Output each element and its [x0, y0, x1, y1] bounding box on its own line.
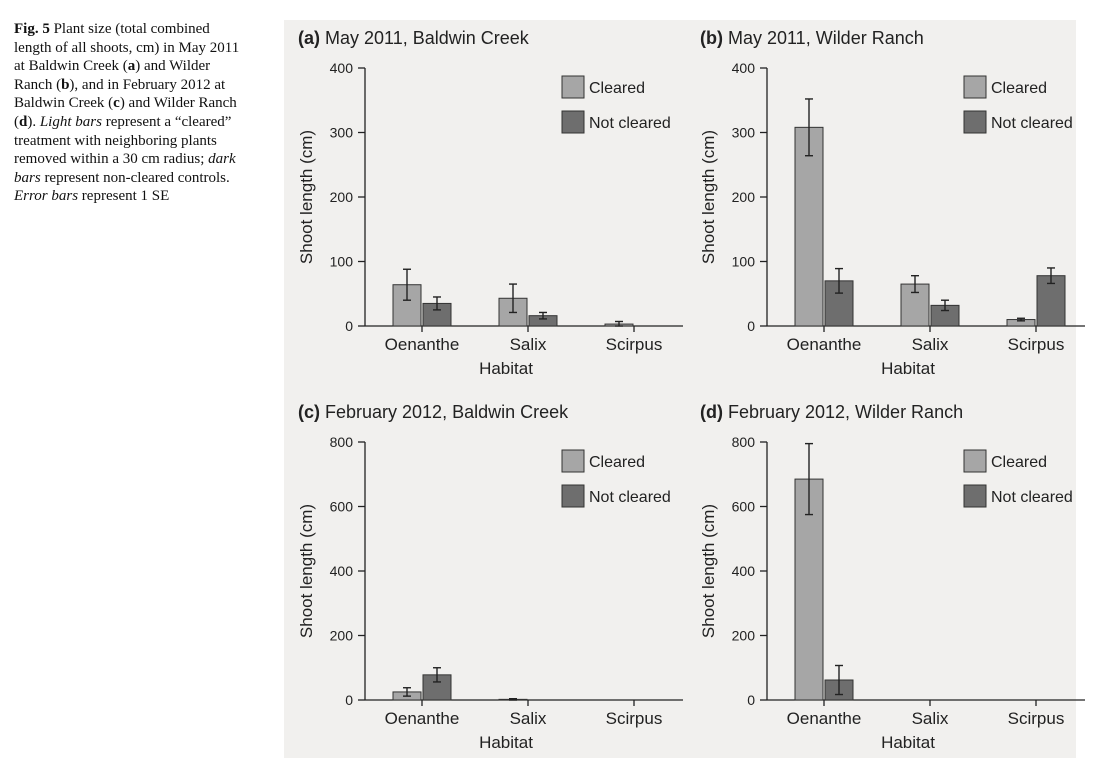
figure-background [284, 20, 1076, 758]
caption-dark-bars: dark bars [14, 151, 236, 186]
caption-fig-label: Fig. 5 [14, 21, 50, 37]
caption-text: represent 1 SE [78, 188, 170, 205]
chart-panel-b: (b) May 2011, Wilder Ranch 0 100 200 300 400 S… [692, 22, 1085, 382]
y-tick-label-d: 600 [732, 499, 756, 515]
y-tick-label-c: 0 [345, 692, 353, 708]
y-tick-label-c: 800 [330, 434, 354, 450]
legend-label-cleared-b: Cleared [991, 80, 1047, 97]
legend-label-not-cleared-b: Not cleared [991, 115, 1073, 132]
x-tick-label-c: Salix [510, 709, 547, 728]
x-tick-label-a: Oenanthe [385, 335, 460, 354]
x-tick-label-c: Scirpus [606, 709, 663, 728]
y-axis-label-c: Shoot length (cm) [297, 504, 316, 638]
x-axis-label-d: Habitat [881, 733, 935, 752]
legend-swatch-cleared-d [963, 449, 987, 473]
x-axis-label-c: Habitat [479, 733, 533, 752]
y-tick-label-c: 400 [330, 563, 354, 579]
caption-text: Plant size (total combined length of all… [14, 21, 240, 75]
y-tick-label-b: 100 [732, 254, 756, 270]
legend-label-cleared-c: Cleared [589, 454, 645, 471]
caption-error-bars: Error bars [14, 188, 79, 205]
chart-a-svg: (a) May 2011, Baldwin Creek 0 100 200 300 400… [297, 28, 683, 378]
x-tick-label-c: Oenanthe [385, 709, 460, 728]
caption-text: ) and Wilder Ranch ( [14, 95, 237, 130]
y-tick-label-c: 600 [330, 499, 354, 515]
y-axis-label-b: Shoot length (cm) [699, 130, 718, 264]
panel-title-text-b: May 2011, Wilder Ranch [728, 28, 924, 48]
figure-caption: Fig. 5 Plant size (total combined length… [14, 20, 246, 206]
x-tick-label-d: Scirpus [1008, 709, 1065, 728]
y-tick-label-c: 200 [330, 628, 354, 644]
caption-panel-b: b [61, 76, 70, 93]
y-tick-label-d: 200 [732, 628, 756, 644]
y-tick-label-a: 0 [345, 318, 353, 334]
y-tick-label-b: 300 [732, 125, 756, 141]
legend-swatch-not-cleared-b [963, 110, 987, 134]
legend-swatch-cleared-c [561, 449, 585, 473]
x-tick-label-b: Salix [912, 335, 949, 354]
chart-c-svg: (c) February 2012, Baldwin Creek 0 200 400 6… [297, 402, 683, 752]
caption-text: ), and in February 2012 at Baldwin Creek… [14, 76, 226, 112]
caption-panel-d: d [19, 113, 28, 130]
caption-panel-a: a [127, 58, 136, 75]
x-tick-label-d: Salix [912, 709, 949, 728]
legend-label-not-cleared-c: Not cleared [589, 489, 671, 506]
bar-cleared-d-oenanthe [794, 478, 824, 701]
legend-swatch-not-cleared-c [561, 484, 585, 508]
y-tick-label-a: 400 [330, 60, 354, 76]
x-tick-label-d: Oenanthe [787, 709, 862, 728]
x-tick-label-a: Scirpus [606, 335, 663, 354]
chart-title-a: (a) May 2011, Baldwin Creek [298, 28, 530, 48]
panel-title-text-d: February 2012, Wilder Ranch [728, 402, 963, 422]
legend-swatch-not-cleared-d [963, 484, 987, 508]
legend-swatch-cleared-b [963, 75, 987, 99]
caption-panel-c: c [113, 95, 120, 112]
legend-label-not-cleared-d: Not cleared [991, 489, 1073, 506]
y-tick-label-b: 0 [747, 318, 755, 334]
bar-cleared-b-oenanthe [794, 126, 824, 327]
chart-d-svg: (d) February 2012, Wilder Ranch 0 200 400 60… [699, 402, 1085, 752]
caption-light-bars: Light bars [39, 113, 102, 130]
x-axis-label-b: Habitat [881, 359, 935, 378]
x-tick-label-b: Scirpus [1008, 335, 1065, 354]
legend-swatch-cleared-a [561, 75, 585, 99]
y-tick-label-d: 0 [747, 692, 755, 708]
y-tick-label-a: 200 [330, 189, 354, 205]
legend-label-not-cleared-a: Not cleared [589, 115, 671, 132]
chart-panel-c: (c) February 2012, Baldwin Creek 0 200 400 6… [290, 396, 683, 760]
panel-tag-c: (c) [298, 402, 325, 422]
panel-tag-a: (a) [298, 28, 325, 48]
caption-text: represent non-cleared controls. [40, 169, 230, 186]
x-axis-label-a: Habitat [479, 359, 533, 378]
x-tick-label-b: Oenanthe [787, 335, 862, 354]
y-tick-label-d: 400 [732, 563, 756, 579]
y-tick-label-a: 300 [330, 125, 354, 141]
panel-tag-b: (b) [700, 28, 728, 48]
caption-text: ) and Wilder Ranch ( [14, 58, 211, 93]
y-tick-label-d: 800 [732, 434, 756, 450]
chart-title-d: (d) February 2012, Wilder Ranch [700, 402, 963, 422]
caption-text: ). [27, 113, 40, 130]
legend-label-cleared-d: Cleared [991, 454, 1047, 471]
y-tick-label-a: 100 [330, 254, 354, 270]
y-tick-label-b: 400 [732, 60, 756, 76]
legend-swatch-not-cleared-a [561, 110, 585, 134]
legend-label-cleared-a: Cleared [589, 80, 645, 97]
panel-title-text-c: February 2012, Baldwin Creek [325, 402, 569, 422]
caption-text: represent a “cleared” treatment with nei… [14, 113, 232, 168]
chart-panel-a: (a) May 2011, Baldwin Creek 0 100 200 300 400… [290, 22, 683, 382]
chart-b-svg: (b) May 2011, Wilder Ranch 0 100 200 300 400 S… [699, 28, 1085, 378]
panel-tag-d: (d) [700, 402, 728, 422]
y-axis-label-d: Shoot length (cm) [699, 504, 718, 638]
chart-title-b: (b) May 2011, Wilder Ranch [700, 28, 924, 48]
y-tick-label-b: 200 [732, 189, 756, 205]
panel-title-text-a: May 2011, Baldwin Creek [325, 28, 530, 48]
chart-title-c: (c) February 2012, Baldwin Creek [298, 402, 569, 422]
chart-panel-d: (d) February 2012, Wilder Ranch 0 200 400 60… [692, 396, 1085, 760]
y-axis-label-a: Shoot length (cm) [297, 130, 316, 264]
x-tick-label-a: Salix [510, 335, 547, 354]
